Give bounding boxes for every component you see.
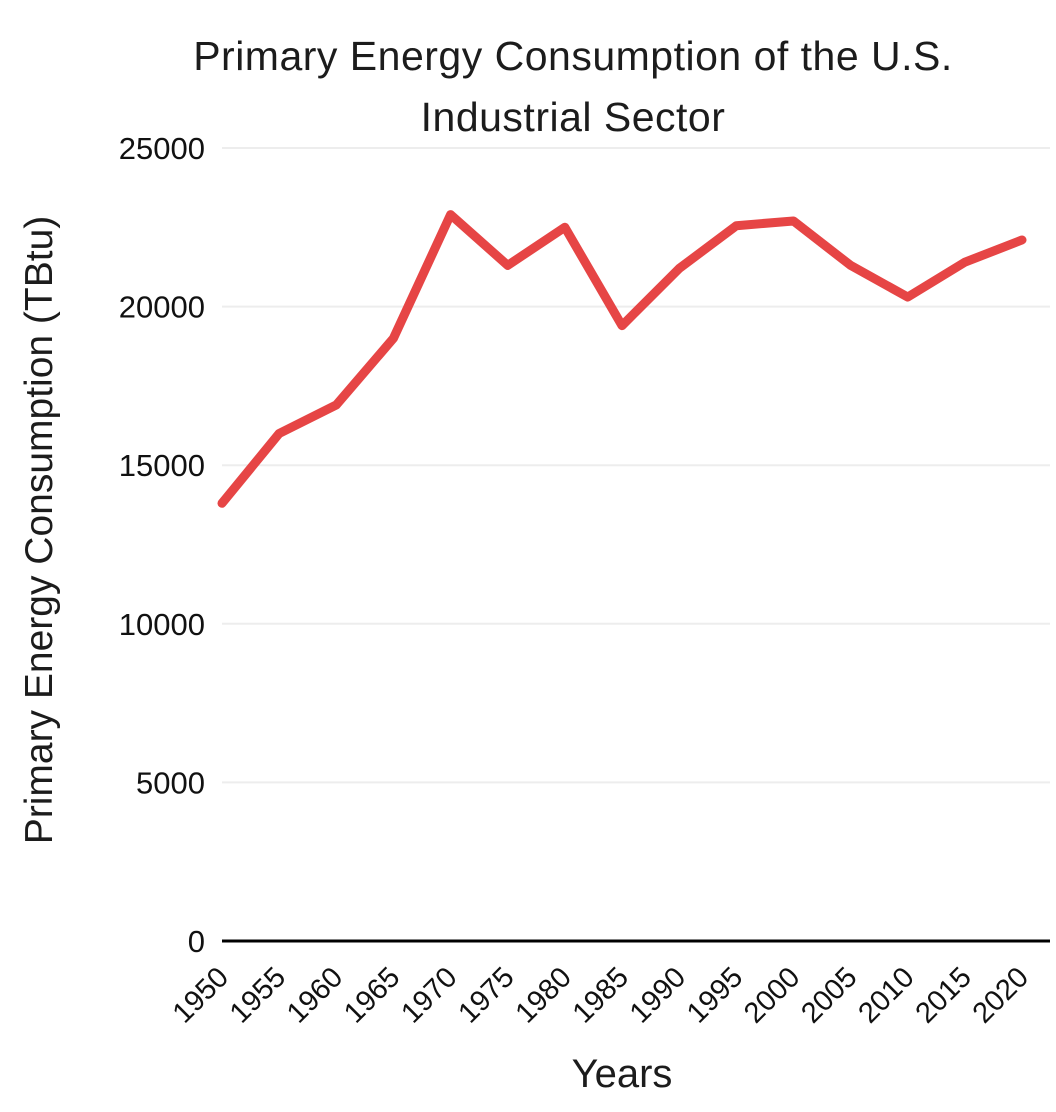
x-tick-label: 1965 bbox=[338, 961, 406, 1029]
chart-title-line1: Primary Energy Consumption of the U.S. bbox=[193, 33, 953, 79]
x-tick-label: 1980 bbox=[510, 961, 578, 1029]
x-tick-label: 1975 bbox=[452, 961, 520, 1029]
x-tick-label: 1960 bbox=[281, 961, 349, 1029]
y-tick-label: 0 bbox=[188, 924, 205, 959]
series-line bbox=[217, 210, 1027, 508]
x-axis-title: Years bbox=[571, 1052, 673, 1096]
x-tick-label: 1955 bbox=[224, 961, 292, 1029]
x-tick-label: 2000 bbox=[738, 961, 806, 1029]
y-tick-label: 10000 bbox=[119, 607, 205, 642]
y-tick-label: 25000 bbox=[119, 131, 205, 166]
x-tick-label: 2015 bbox=[910, 961, 978, 1029]
x-tick-label: 1950 bbox=[167, 961, 235, 1029]
x-tick-label: 2020 bbox=[967, 961, 1035, 1029]
chart-title-line2: Industrial Sector bbox=[420, 94, 726, 140]
y-tick-label: 15000 bbox=[119, 448, 205, 483]
x-tick-label: 1990 bbox=[624, 961, 692, 1029]
x-tick-label: 2005 bbox=[795, 961, 863, 1029]
x-tick-label: 1970 bbox=[395, 961, 463, 1029]
y-tick-label: 20000 bbox=[119, 290, 205, 325]
chart-title: Primary Energy Consumption of the U.S. I… bbox=[90, 26, 1056, 148]
x-tick-label: 2010 bbox=[852, 961, 920, 1029]
x-tick-label: 1985 bbox=[567, 961, 635, 1029]
y-tick-label: 5000 bbox=[136, 765, 205, 800]
x-tick-label: 1995 bbox=[681, 961, 749, 1029]
